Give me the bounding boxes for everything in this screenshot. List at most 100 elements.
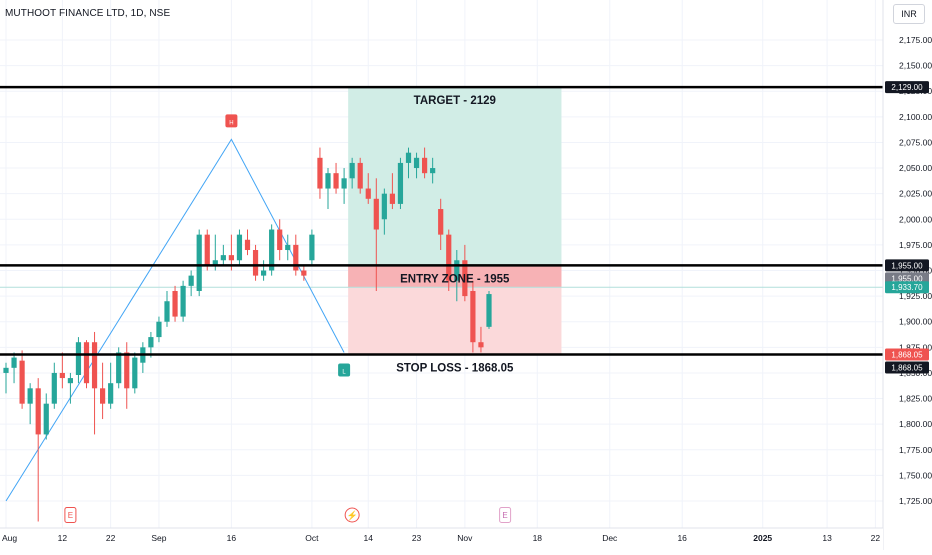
earnings-icon[interactable] [499,507,512,523]
candle-body[interactable] [116,352,122,384]
x-tick-label: Dec [602,533,618,543]
candle-body[interactable] [43,403,49,435]
y-tick-label: 2,100.00 [899,112,932,122]
dividend-icon[interactable] [344,507,360,523]
marker-low-label: L [342,369,346,375]
candle-body[interactable] [325,173,331,189]
candle-body[interactable] [220,255,226,261]
candle-body[interactable] [261,270,267,276]
candle-body[interactable] [244,239,251,251]
marker-high-label: H [229,120,233,126]
candle-body[interactable] [132,357,138,389]
candle-body[interactable] [83,342,90,384]
candle-body[interactable] [389,193,395,204]
candle-body[interactable] [333,173,339,189]
candle-body[interactable] [269,229,275,271]
candle-body[interactable] [413,157,420,169]
price-tag [885,281,929,294]
candle-body[interactable] [91,342,98,389]
candle-body[interactable] [454,260,460,281]
candle-body[interactable] [188,275,194,286]
x-tick-label: Oct [305,533,319,543]
candle-body[interactable] [285,244,291,251]
earnings-icon-label: E [68,511,73,520]
price-tag [885,348,929,361]
marker-low[interactable] [338,363,351,377]
price-tag-label: 2,129.00 [891,83,923,92]
candle-body[interactable] [357,162,363,189]
chart-title: MUTHOOT FINANCE LTD, 1D, NSE [5,8,171,19]
level-label: ENTRY ZONE - 1955 [400,273,510,285]
y-tick-label: 1,925.00 [899,291,932,301]
candle-body[interactable] [309,234,315,261]
candle-body[interactable] [172,290,178,317]
candle-body[interactable] [365,188,371,199]
price-tag-label: 1,955.00 [891,261,923,270]
zigzag-line [5,138,345,502]
level-label: STOP LOSS - 1868.05 [396,362,514,374]
candle-body[interactable] [196,234,202,291]
x-tick-label: 22 [871,533,881,543]
candle-body[interactable] [51,372,57,404]
candle-body[interactable] [19,360,25,404]
candle-body[interactable] [156,321,162,338]
candle-body[interactable] [301,270,307,276]
candle-body[interactable] [252,250,259,276]
y-tick-label: 1,875.00 [899,342,932,352]
x-tick-label: 13 [822,533,832,543]
candle-body[interactable] [405,152,412,163]
candle-body[interactable] [462,260,468,297]
candle-body[interactable] [59,372,65,379]
x-tick-label: 12 [58,533,68,543]
candle-body[interactable] [100,388,106,404]
candle-body[interactable] [11,357,17,368]
earnings-icon[interactable] [64,507,77,523]
candle-body[interactable] [277,229,283,251]
candle-body[interactable] [349,162,355,179]
y-tick-label: 1,725.00 [899,496,932,506]
y-tick-label: 2,000.00 [899,214,932,224]
time-axis-bg [0,528,883,550]
candle-body[interactable] [75,342,82,375]
price-tag-label: 1,955.00 [891,274,923,283]
y-tick-label: 1,975.00 [899,240,932,250]
price-tag [885,259,929,272]
candle-body[interactable] [293,244,299,271]
candle-body[interactable] [164,301,170,322]
candle-body[interactable] [236,234,243,261]
candle-body[interactable] [67,378,73,384]
candle-body[interactable] [317,157,323,189]
candle-body[interactable] [478,342,484,348]
y-tick-label: 1,750.00 [899,470,932,480]
x-tick-label: 16 [227,533,237,543]
candle-body[interactable] [373,198,379,230]
candle-body[interactable] [438,209,444,235]
candle-body[interactable] [3,367,9,373]
candle-body[interactable] [35,388,41,435]
candle-body[interactable] [470,290,476,343]
candle-body[interactable] [180,285,186,317]
candle-body[interactable] [228,255,234,261]
candle-body[interactable] [148,337,154,348]
y-tick-label: 2,075.00 [899,137,932,147]
candle-body[interactable] [430,168,436,174]
candle-body[interactable] [381,193,387,220]
candle-body[interactable] [212,260,218,266]
x-tick-label: Aug [2,533,17,543]
candle-body[interactable] [422,157,428,174]
candle-body[interactable] [124,352,130,389]
candle-body[interactable] [397,162,404,204]
candle-body[interactable] [204,234,210,266]
candle-body[interactable] [341,178,347,189]
y-tick-label: 1,775.00 [899,445,932,455]
candle-body[interactable] [446,234,452,281]
candle-body[interactable] [486,294,492,327]
candle-body[interactable] [108,383,114,404]
marker-high[interactable] [225,114,238,128]
y-tick-label: 2,175.00 [899,35,932,45]
y-tick-label: 1,800.00 [899,419,932,429]
currency-selector[interactable]: INR [893,4,925,24]
candle-body[interactable] [27,388,33,404]
